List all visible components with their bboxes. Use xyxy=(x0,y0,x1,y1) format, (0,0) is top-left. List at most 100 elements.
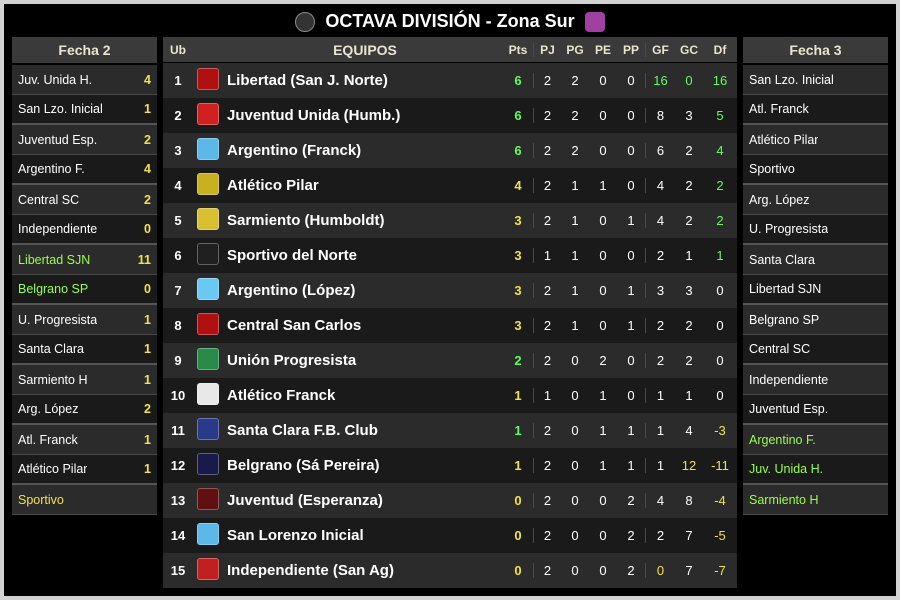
fixture-row: Arg. López xyxy=(743,185,888,215)
fixture-row: Belgrano SP0 xyxy=(12,275,157,305)
fecha3-header: Fecha 3 xyxy=(743,37,888,65)
cell-pts: 0 xyxy=(503,563,533,578)
cell-pj: 2 xyxy=(533,458,561,473)
table-row: 6Sportivo del Norte31100211 xyxy=(163,238,737,273)
cell-gc: 12 xyxy=(675,458,703,473)
col-df: Df xyxy=(703,43,737,57)
fixture-row: Atl. Franck1 xyxy=(12,425,157,455)
cell-pts: 6 xyxy=(503,73,533,88)
team-crest-icon xyxy=(197,488,219,510)
cell-pe: 0 xyxy=(589,528,617,543)
table-row: 2Juventud Unida (Humb.)62200835 xyxy=(163,98,737,133)
fixture-group: Libertad SJN11Belgrano SP0 xyxy=(12,245,157,305)
cell-gc: 1 xyxy=(675,388,703,403)
fixture-row: Central SC xyxy=(743,335,888,365)
cell-ub: 11 xyxy=(163,423,193,438)
fixture-group: Sarmiento H1Arg. López2 xyxy=(12,365,157,425)
cell-team: San Lorenzo Inicial xyxy=(223,527,503,544)
fixture-group: Central SC2Independiente0 xyxy=(12,185,157,245)
fixture-score: 1 xyxy=(133,313,151,327)
federation-logo-icon xyxy=(585,12,605,32)
cell-team: Argentino (Franck) xyxy=(223,142,503,159)
col-ub: Ub xyxy=(163,43,193,57)
cell-pts: 3 xyxy=(503,318,533,333)
cell-team: Central San Carlos xyxy=(223,317,503,334)
fixture-group: Argentino F.Juv. Unida H. xyxy=(743,425,888,485)
fixture-row: U. Progresista1 xyxy=(12,305,157,335)
cell-pg: 0 xyxy=(561,353,589,368)
cell-pe: 1 xyxy=(589,458,617,473)
cell-gf: 6 xyxy=(645,143,675,158)
cell-ub: 6 xyxy=(163,248,193,263)
cell-pj: 2 xyxy=(533,143,561,158)
cell-gf: 1 xyxy=(645,423,675,438)
fecha2-panel: Fecha 2 Juv. Unida H.4San Lzo. Inicial1J… xyxy=(12,37,157,588)
fixture-row: Santa Clara1 xyxy=(12,335,157,365)
fixture-team-away: San Lzo. Inicial xyxy=(18,102,103,116)
cell-pts: 1 xyxy=(503,388,533,403)
fixture-team-away: Central SC xyxy=(749,342,810,356)
cell-gc: 7 xyxy=(675,563,703,578)
cell-pp: 0 xyxy=(617,108,645,123)
cell-pp: 1 xyxy=(617,283,645,298)
cell-gf: 16 xyxy=(645,73,675,88)
cell-gf: 4 xyxy=(645,213,675,228)
fixture-score: 1 xyxy=(133,102,151,116)
cell-pp: 2 xyxy=(617,563,645,578)
fixture-group: Atlético PilarSportivo xyxy=(743,125,888,185)
cell-pp: 1 xyxy=(617,318,645,333)
cell-ub: 8 xyxy=(163,318,193,333)
fixture-row: Sportivo xyxy=(743,155,888,185)
fixture-score: 4 xyxy=(133,73,151,87)
cell-pp: 2 xyxy=(617,493,645,508)
cell-pg: 0 xyxy=(561,563,589,578)
cell-pj: 2 xyxy=(533,178,561,193)
fixture-row: Argentino F.4 xyxy=(12,155,157,185)
fixture-team-home: Sarmiento H xyxy=(18,373,87,387)
table-row: 9Unión Progresista22020220 xyxy=(163,343,737,378)
cell-pts: 2 xyxy=(503,353,533,368)
fixture-team-away: Santa Clara xyxy=(18,342,84,356)
cell-ub: 9 xyxy=(163,353,193,368)
cell-df: -3 xyxy=(703,423,737,438)
fixture-score: 2 xyxy=(133,133,151,147)
fixture-group: Juventud Esp.2Argentino F.4 xyxy=(12,125,157,185)
team-crest-icon xyxy=(197,208,219,230)
fixture-row: Atlético Pilar xyxy=(743,125,888,155)
cell-ub: 14 xyxy=(163,528,193,543)
fixture-group: Santa ClaraLibertad SJN xyxy=(743,245,888,305)
cell-team: Argentino (López) xyxy=(223,282,503,299)
fixture-team-away: Juventud Esp. xyxy=(749,402,828,416)
fixture-score: 0 xyxy=(133,282,151,296)
fixture-row: Sarmiento H1 xyxy=(12,365,157,395)
fixture-row: Sportivo xyxy=(12,485,157,515)
fixture-team-home: Atl. Franck xyxy=(18,433,78,447)
cell-pe: 1 xyxy=(589,178,617,193)
fixture-team-away: Juv. Unida H. xyxy=(749,462,823,476)
fixture-team-home: Sarmiento H xyxy=(749,493,818,507)
cell-gf: 4 xyxy=(645,178,675,193)
cell-ub: 2 xyxy=(163,108,193,123)
fixture-row: Santa Clara xyxy=(743,245,888,275)
fixture-team-away: U. Progresista xyxy=(749,222,828,236)
cell-gc: 2 xyxy=(675,353,703,368)
cell-pp: 1 xyxy=(617,458,645,473)
fixture-group: Arg. López U. Progresista xyxy=(743,185,888,245)
fixture-row: Central SC2 xyxy=(12,185,157,215)
cell-gc: 2 xyxy=(675,178,703,193)
cell-df: 0 xyxy=(703,283,737,298)
cell-pj: 2 xyxy=(533,283,561,298)
cell-gc: 3 xyxy=(675,283,703,298)
cell-gc: 8 xyxy=(675,493,703,508)
cell-pj: 2 xyxy=(533,493,561,508)
col-pe: PE xyxy=(589,43,617,57)
cell-pj: 2 xyxy=(533,213,561,228)
standings-table: Ub EQUIPOS Pts PJ PG PE PP GF GC Df 1Lib… xyxy=(163,37,737,588)
team-crest-icon xyxy=(197,68,219,90)
cell-pp: 0 xyxy=(617,388,645,403)
col-pts: Pts xyxy=(503,43,533,57)
table-row: 1Libertad (San J. Norte)6220016016 xyxy=(163,63,737,98)
cell-pg: 2 xyxy=(561,143,589,158)
cell-team: Juventud Unida (Humb.) xyxy=(223,107,503,124)
fixture-team-home: Central SC xyxy=(18,193,79,207)
